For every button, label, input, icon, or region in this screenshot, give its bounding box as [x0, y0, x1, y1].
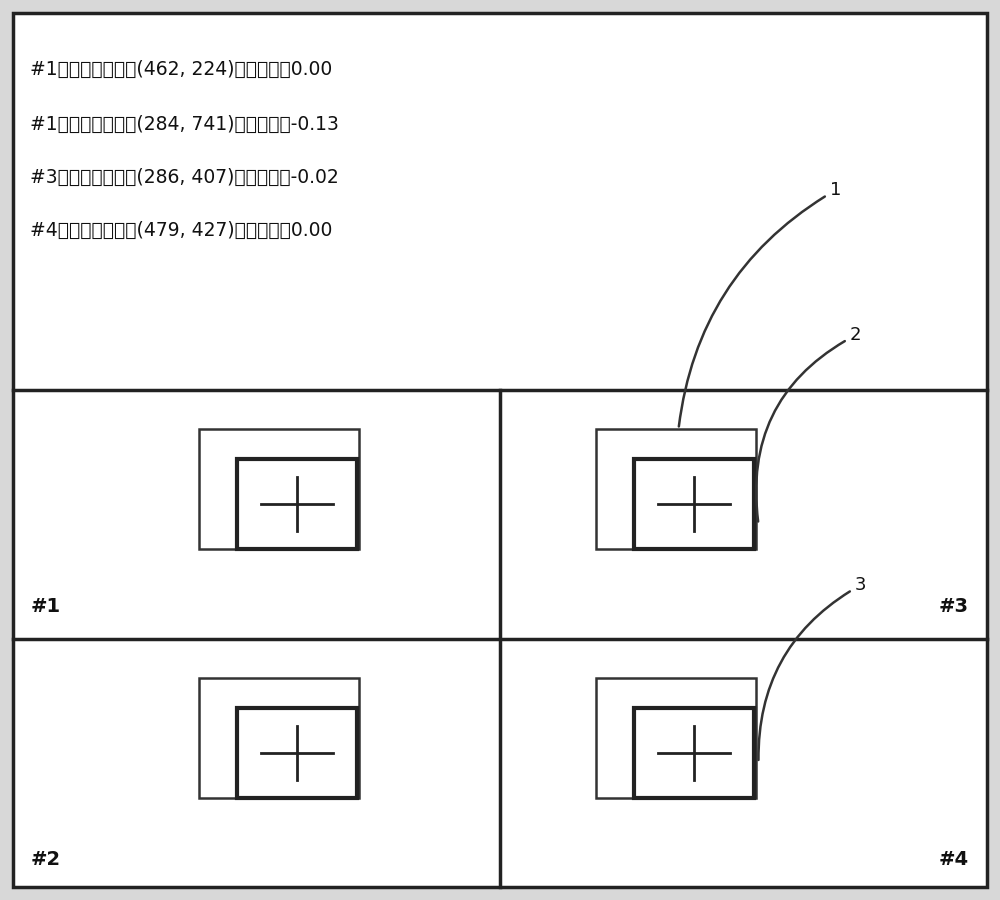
Bar [198, 678, 358, 797]
Bar [198, 429, 358, 549]
Text: #1锁孔中心坐标：(284, 741)，偏移量：-0.13: #1锁孔中心坐标：(284, 741)，偏移量：-0.13 [30, 115, 339, 134]
Bar [634, 707, 754, 797]
Text: #1: #1 [31, 598, 61, 616]
Text: 2: 2 [756, 326, 862, 521]
Text: #4锁孔中心坐标：(479, 427)，偏移量：0.00: #4锁孔中心坐标：(479, 427)，偏移量：0.00 [30, 221, 332, 240]
Text: 1: 1 [679, 181, 841, 427]
Text: #3锁孔中心坐标：(286, 407)，偏移量：-0.02: #3锁孔中心坐标：(286, 407)，偏移量：-0.02 [30, 168, 339, 187]
Text: #2: #2 [31, 850, 61, 869]
Bar [596, 678, 756, 797]
Text: #4: #4 [939, 850, 969, 869]
Text: #1锁孔中心坐标：(462, 224)，偏移量：0.00: #1锁孔中心坐标：(462, 224)，偏移量：0.00 [30, 60, 332, 79]
Bar [634, 459, 754, 549]
Text: 3: 3 [758, 576, 866, 760]
Text: #3: #3 [939, 598, 969, 616]
Bar [237, 459, 356, 549]
Bar [237, 707, 356, 797]
Bar [596, 429, 756, 549]
